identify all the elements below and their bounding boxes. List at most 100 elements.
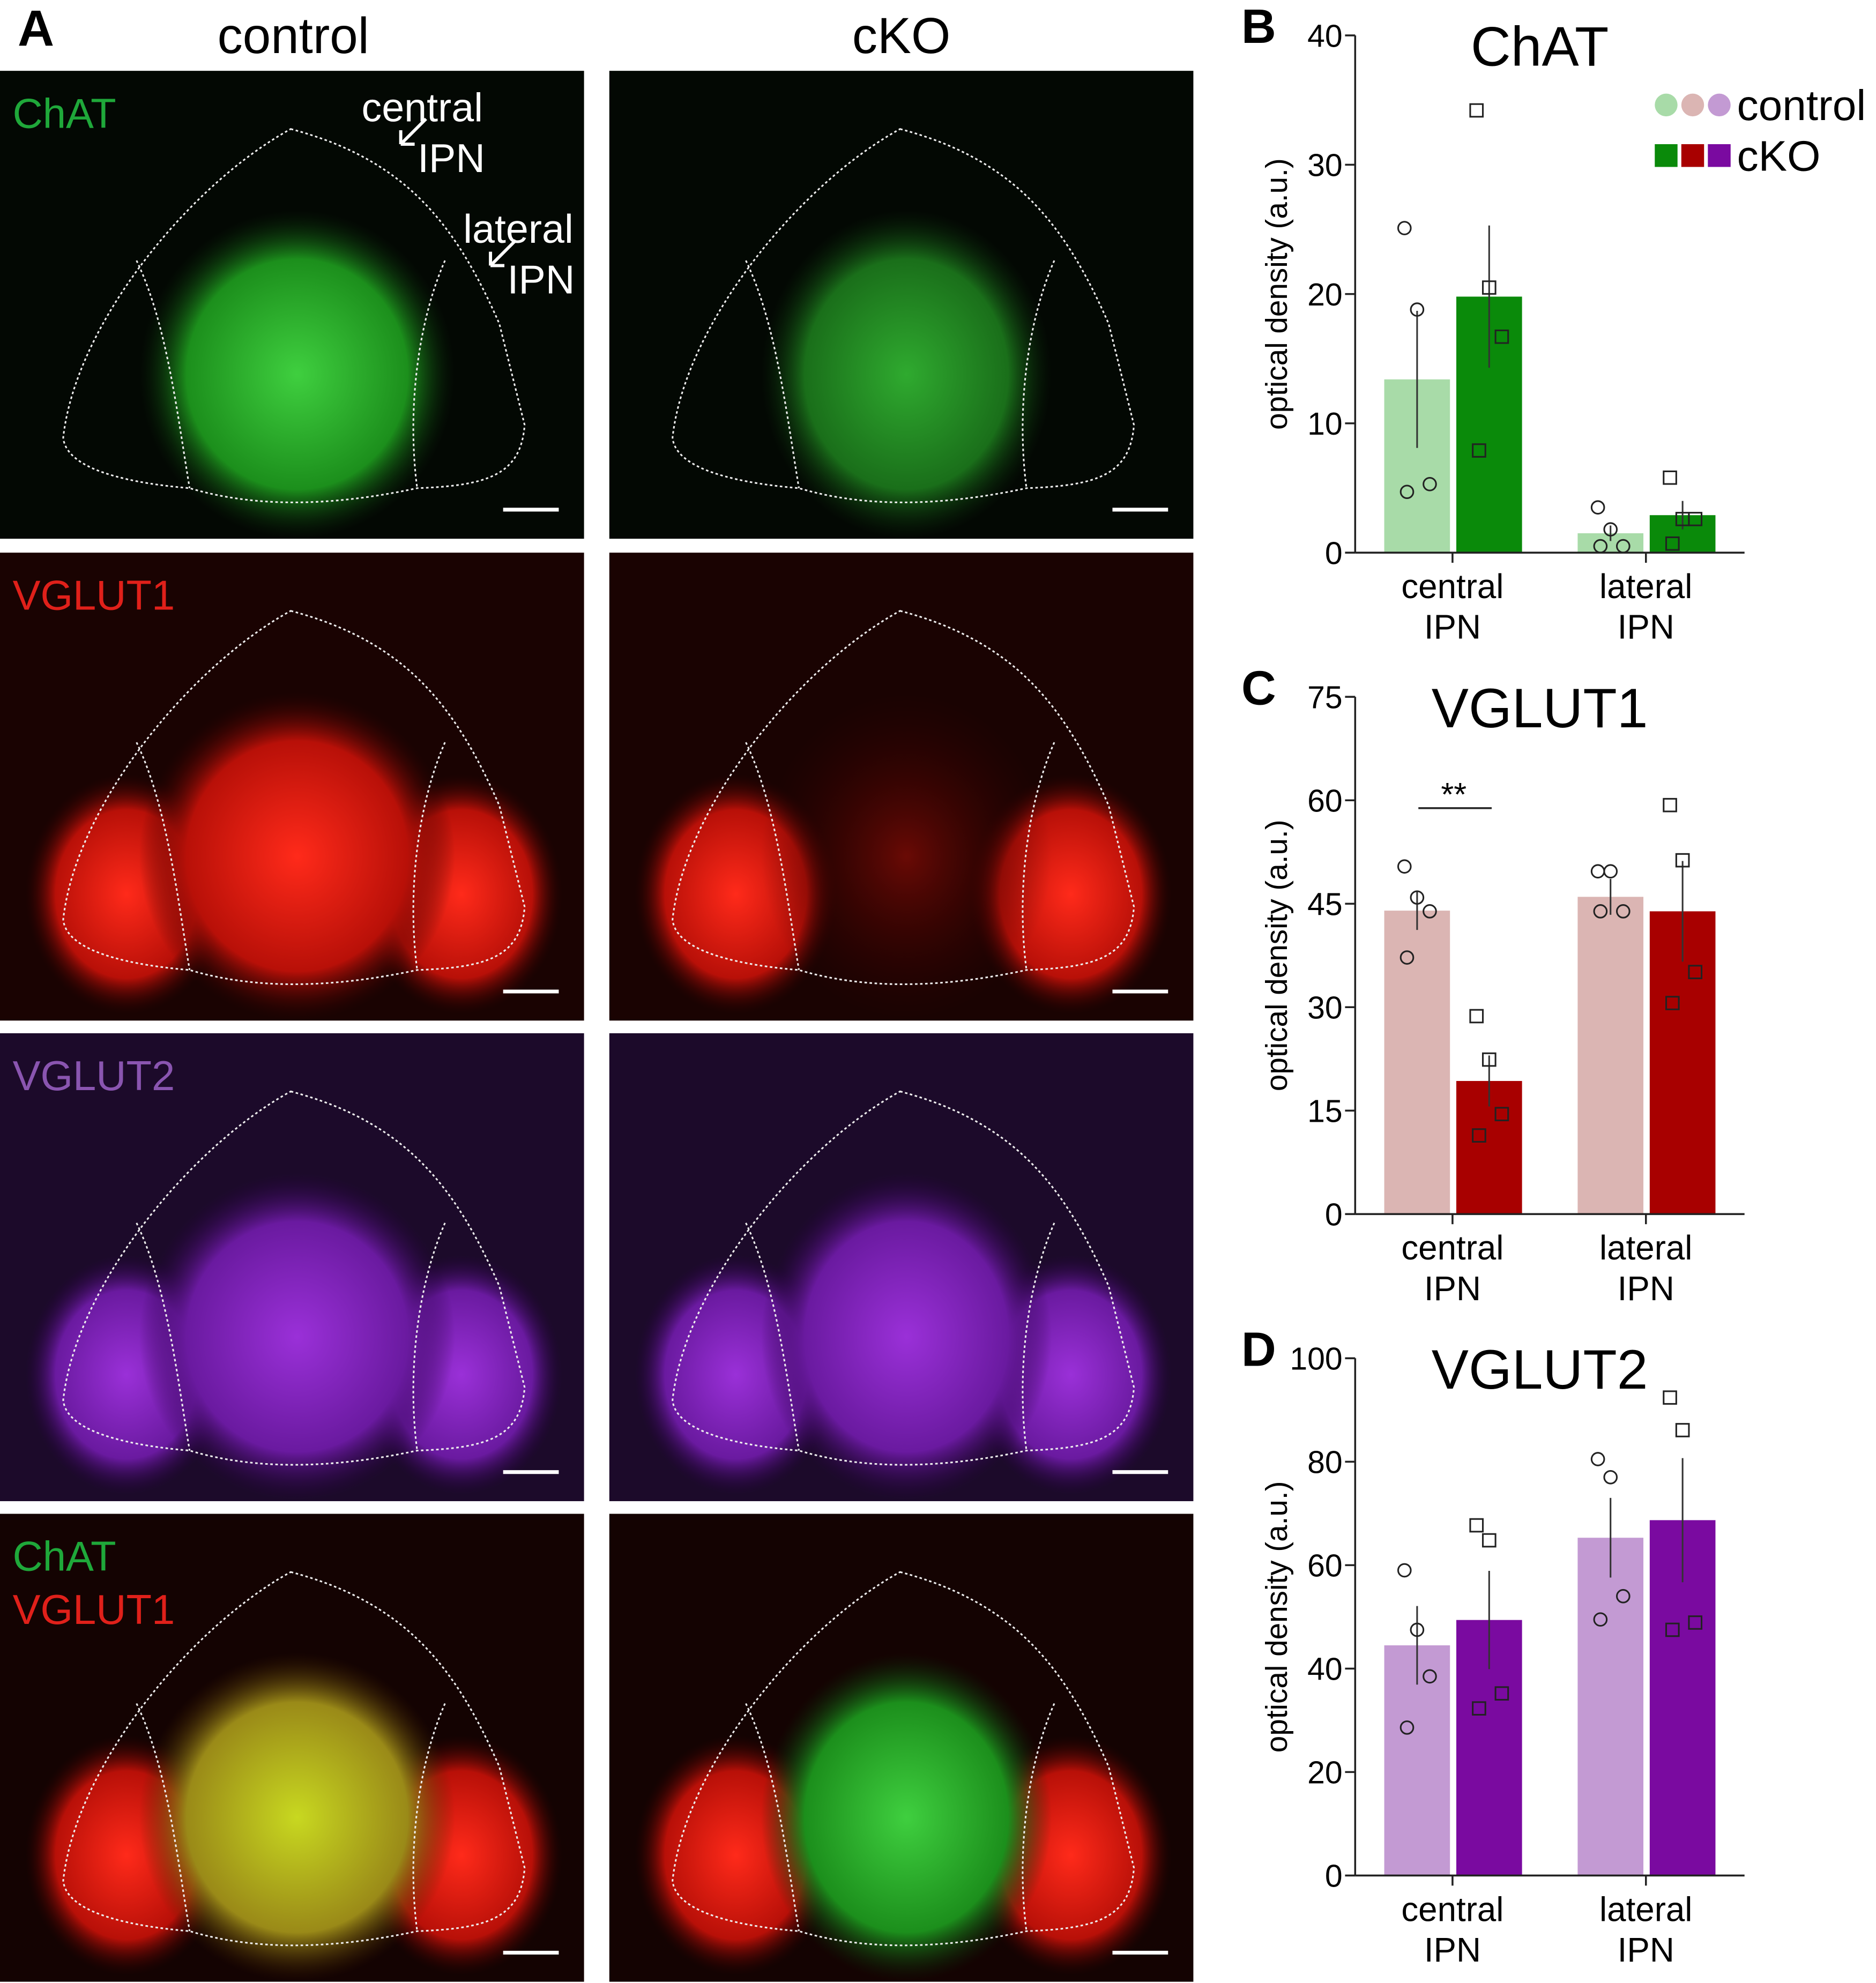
region-divider (136, 1703, 191, 1932)
panel-label: C (1241, 661, 1276, 714)
region-outline (672, 1571, 1135, 1947)
data-point (1423, 476, 1437, 491)
data-point (1399, 1720, 1415, 1735)
y-tick-label: 60 (1307, 1549, 1343, 1584)
y-axis-title: optical density (a.u.) (1260, 819, 1293, 1091)
region-divider (1022, 1222, 1055, 1451)
data-point (1675, 853, 1690, 868)
y-tick-label: 30 (1307, 990, 1343, 1025)
panel-label: D (1241, 1322, 1276, 1376)
region-divider (1022, 742, 1055, 971)
y-axis-title: optical density (a.u.) (1260, 1481, 1293, 1753)
x-tick-label: lateral IPN (1599, 568, 1692, 646)
region-outline (62, 610, 526, 985)
region-divider (412, 1222, 446, 1451)
x-tick-label: central IPN (1401, 568, 1503, 646)
micrograph: VGLUT2 (0, 1033, 584, 1501)
micrograph-grid: ChAT centralIPNlateralIPNVGLUT1VGLUT2ChAT… (0, 71, 1194, 1982)
data-point (1603, 864, 1618, 879)
data-point (1593, 904, 1608, 919)
legend-swatch (1681, 144, 1704, 167)
x-tick-label: central IPN (1401, 1890, 1503, 1969)
channel-label: VGLUT1 (13, 1587, 175, 1633)
data-point (1472, 443, 1486, 458)
region-outline (672, 1090, 1135, 1466)
significance-label: ** (1441, 776, 1466, 812)
stain (761, 1172, 1052, 1501)
data-point (1603, 1470, 1618, 1485)
data-point (1590, 864, 1605, 879)
legend-swatch (1655, 144, 1678, 167)
stain (761, 210, 1052, 539)
stain (761, 691, 1052, 1021)
data-point (1482, 1052, 1497, 1067)
region-divider (745, 260, 800, 489)
micrograph (609, 1033, 1194, 1501)
data-point (1482, 280, 1497, 295)
x-tick-label: central IPN (1401, 1229, 1503, 1308)
column-title: cKO (852, 8, 950, 64)
y-tick-label: 10 (1307, 407, 1343, 442)
y-tick-label: 0 (1325, 1198, 1343, 1233)
channel-label: ChAT (13, 1534, 116, 1580)
x-tick-label: lateral IPN (1599, 1229, 1692, 1308)
y-tick-label: 75 (1307, 680, 1343, 715)
data-point (1616, 904, 1631, 919)
data-point (1590, 1452, 1605, 1466)
stain (139, 1653, 456, 1982)
callout-arrowhead (489, 251, 505, 267)
region-divider (136, 1222, 191, 1451)
region-outline (62, 128, 526, 503)
stain (761, 1653, 1052, 1982)
legend-swatch (1681, 93, 1704, 117)
data-point (1590, 500, 1605, 515)
callout-arrow (399, 117, 427, 146)
data-point (1469, 1518, 1484, 1533)
data-point (1663, 797, 1677, 812)
y-tick-label: 30 (1307, 148, 1343, 183)
data-point (1675, 1423, 1690, 1437)
data-point (1399, 484, 1415, 500)
data-point (1410, 1622, 1425, 1637)
chart: B ChAT optical density (a.u.) 0 10 20 30 40 cent… (1241, 0, 1745, 646)
region-divider (412, 742, 446, 971)
data-point (1494, 1686, 1509, 1701)
callout-arrowhead (399, 130, 415, 146)
bar (1577, 1538, 1644, 1876)
micrograph: ChAT VGLUT1 (0, 1514, 584, 1982)
chart: D VGLUT2 optical density (a.u.) 0 20 40 60 80 10… (1241, 1322, 1745, 1969)
bar (1384, 911, 1450, 1214)
data-point (1665, 536, 1680, 551)
legend-swatch (1708, 93, 1731, 117)
region-divider (1022, 260, 1055, 489)
y-tick-label: 60 (1307, 784, 1343, 818)
y-tick-label: 45 (1307, 887, 1343, 922)
bar (1577, 897, 1644, 1214)
data-point (1469, 103, 1484, 118)
data-point (1663, 470, 1677, 485)
region-divider (412, 1703, 446, 1932)
y-tick-label: 20 (1307, 278, 1343, 312)
region-divider (745, 1222, 800, 1451)
y-tick-label: 15 (1307, 1094, 1343, 1129)
channel-label: VGLUT2 (13, 1053, 175, 1099)
y-axis-title: optical density (a.u.) (1260, 158, 1293, 430)
y-tick-label: 40 (1307, 19, 1343, 54)
region-divider (745, 742, 800, 971)
data-point (1397, 859, 1412, 874)
data-point (1616, 1589, 1631, 1604)
data-point (1472, 1128, 1486, 1143)
legend-swatch (1708, 144, 1731, 167)
data-point (1469, 1009, 1484, 1024)
callout: IPN (418, 136, 485, 181)
chart: C VGLUT1 optical density (a.u.) 0 15 30 45 60 75… (1241, 661, 1745, 1308)
charts: B ChAT optical density (a.u.) 0 10 20 30 40 cent… (1241, 0, 1866, 1969)
column-title: control (218, 8, 369, 64)
callout-arrow (489, 239, 517, 267)
region-outline (62, 1571, 526, 1947)
y-tick-label: 20 (1307, 1756, 1343, 1791)
region-divider (1022, 1703, 1055, 1932)
data-point (1410, 890, 1425, 905)
